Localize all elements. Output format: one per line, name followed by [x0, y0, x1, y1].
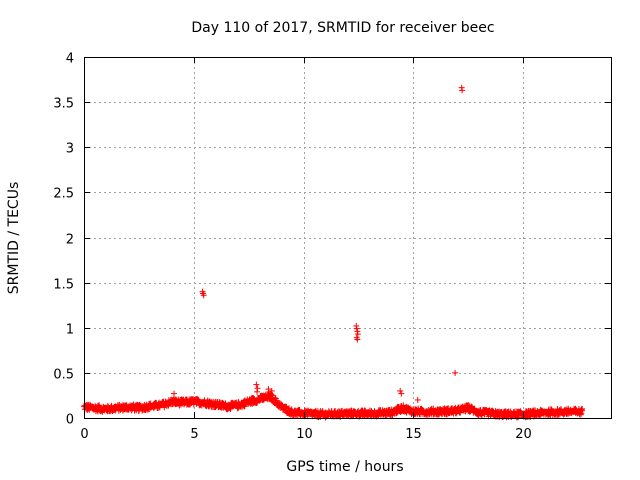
x-axis-label: GPS time / hours	[286, 459, 403, 475]
x-tick-label: 0	[80, 427, 88, 442]
data-point-outlier	[171, 390, 178, 397]
data-point-outlier	[268, 387, 275, 394]
data-point-outlier	[397, 387, 404, 394]
data-point	[268, 391, 275, 398]
data-point-outlier	[265, 386, 272, 393]
data-point-outlier	[452, 369, 459, 376]
data-point-outlier	[200, 292, 207, 299]
axis-ticks: 0 5 10 15 20 0 0.5 1 1.5 2 2.5 3 3.5 4	[53, 52, 611, 442]
data-point	[176, 402, 183, 409]
data-point-outlier	[398, 390, 405, 397]
y-tick-label: 0.5	[53, 368, 74, 383]
x-tick-label: 10	[296, 427, 313, 442]
y-tick-label: 2	[66, 233, 74, 248]
x-tick-label: 20	[515, 427, 532, 442]
y-tick-label: 4	[66, 52, 74, 67]
y-tick-label: 2.5	[53, 187, 74, 202]
data-point	[227, 405, 234, 412]
y-tick-label: 1.5	[53, 278, 74, 293]
data-point	[190, 401, 197, 408]
y-tick-label: 1	[66, 323, 74, 338]
data-point	[283, 404, 290, 411]
data-point-outlier	[253, 381, 260, 388]
x-tick-label: 15	[405, 427, 422, 442]
data-point-outlier	[354, 336, 361, 343]
data-point	[579, 407, 586, 414]
y-tick-label: 3	[66, 142, 74, 157]
data-point-outlier	[459, 87, 466, 94]
data-point-outlier	[414, 396, 421, 403]
data-point-outlier	[254, 388, 261, 395]
y-axis-label: SRMTID / TECUs	[6, 182, 22, 295]
y-tick-label: 3.5	[53, 97, 74, 112]
data-point	[578, 410, 585, 417]
data-points	[80, 84, 586, 421]
data-point	[515, 414, 522, 421]
x-tick-label: 5	[190, 427, 198, 442]
data-point-outlier	[353, 325, 360, 332]
data-point	[478, 412, 485, 419]
y-tick-label: 0	[66, 413, 74, 428]
grid	[84, 57, 611, 418]
chart-title: Day 110 of 2017, SRMTID for receiver bee…	[191, 20, 494, 36]
data-point-outlier	[354, 331, 361, 338]
plot-frame	[84, 57, 612, 419]
